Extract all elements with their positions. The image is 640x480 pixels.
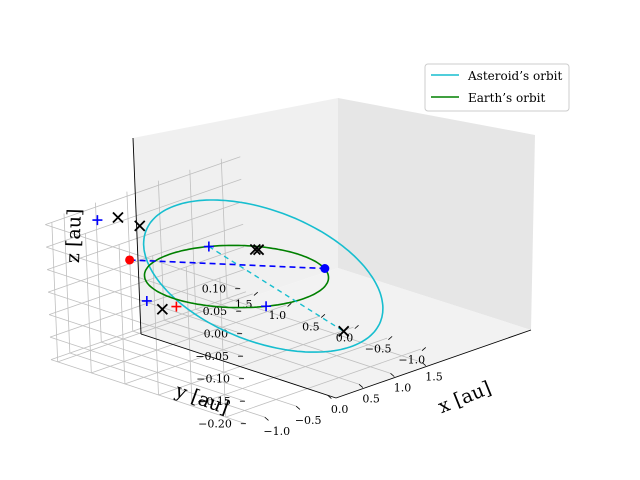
legend-label-asteroid: Asteroid’s orbit	[467, 69, 562, 83]
y-tick-label: 0.5	[302, 320, 320, 333]
plus-marker	[92, 215, 103, 226]
x-axis-ticks: −1.0 −0.5 0.0 0.5 1.0 1.5	[263, 362, 443, 438]
grid-floor-y	[225, 348, 421, 418]
y-tick-mark	[287, 302, 292, 307]
z-tick-label: 0.00	[204, 328, 229, 341]
grid-left-y	[152, 255, 159, 395]
x-tick-label: −0.5	[295, 414, 322, 427]
y-axis-line	[140, 333, 337, 399]
y-tick-label: 1.5	[235, 298, 253, 311]
z-tick-label: 0.05	[203, 305, 228, 318]
grid-left-z	[45, 224, 241, 290]
cross-marker	[156, 303, 168, 315]
y-tick-mark	[421, 347, 426, 352]
x-tick-label: 1.0	[394, 381, 412, 394]
z-axis-label: z [au]	[62, 208, 86, 263]
x-tick-label: −1.0	[263, 425, 290, 438]
cross-marker	[338, 325, 350, 337]
grid-floor-x	[69, 352, 265, 418]
z-tick-label: −0.20	[198, 418, 232, 431]
x-axis-line	[335, 329, 532, 399]
grid-right-x	[157, 180, 165, 321]
grid-floor-x	[101, 341, 297, 407]
z-tick-label: −0.10	[196, 373, 230, 386]
y-tick-mark	[253, 291, 258, 296]
grid-right-z	[45, 156, 241, 225]
cross-marker	[112, 211, 124, 224]
y-tick-mark	[354, 325, 359, 329]
grid-left-y	[51, 222, 59, 362]
legend-label-earth: Earth’s orbit	[468, 91, 545, 105]
x-tick-mark	[295, 405, 301, 410]
grid-left-z	[46, 246, 242, 312]
z-axis-line	[132, 137, 142, 335]
x-tick-mark	[358, 383, 364, 388]
z-tick-label: −0.15	[197, 395, 231, 408]
asteroid-position-dot	[125, 255, 135, 265]
x-tick-label: 1.5	[425, 370, 443, 383]
legend: Asteroid’s orbit Earth’s orbit	[424, 63, 570, 112]
grid-left-z	[49, 336, 246, 402]
plus-marker	[203, 241, 214, 252]
grid-right-x	[63, 213, 71, 354]
grid-floor-x	[226, 297, 423, 363]
plus-marker	[171, 301, 182, 312]
z-tick-label: 0.10	[202, 283, 227, 296]
cross-marker	[249, 243, 261, 256]
orbit-markers	[92, 211, 350, 337]
grid-floor-x	[164, 319, 360, 385]
orbit-asteroid	[142, 199, 384, 353]
grid-right-x	[95, 202, 102, 343]
y-axis-ticks: −1.0−0.50.00.51.01.5	[235, 291, 426, 366]
y-tick-label: 1.0	[269, 309, 287, 322]
y-tick-label: −1.0	[398, 353, 425, 366]
x-tick-mark	[421, 362, 427, 366]
y-tick-mark	[320, 313, 326, 318]
pane-left	[133, 98, 338, 334]
pane-right	[338, 98, 535, 330]
grid-right-x	[189, 169, 197, 310]
grid-left-z	[50, 359, 246, 425]
y-tick-mark	[388, 336, 393, 340]
z-tick-label: −0.05	[195, 350, 229, 363]
grid-left-z	[48, 291, 244, 357]
grid-left-y	[118, 244, 126, 384]
cross-marker	[134, 220, 146, 232]
legend-box	[424, 63, 570, 112]
x-tick-label: 0.0	[331, 403, 349, 416]
x-tick-mark	[327, 394, 332, 399]
grid-left-y	[85, 233, 92, 373]
grid-left-z	[48, 314, 245, 380]
earth-position-dot	[320, 263, 330, 273]
x-tick-mark	[264, 416, 269, 421]
grid-floor-x	[195, 308, 391, 374]
plus-marker	[141, 295, 152, 306]
x-tick-mark	[390, 373, 395, 377]
z-axis-ticks: −0.20 −0.15 −0.10 −0.05 0.00 0.05 0.10	[195, 283, 246, 431]
y-tick-label: −0.5	[365, 342, 392, 355]
line-of-sight-connector	[129, 259, 325, 270]
plus-marker	[261, 301, 272, 312]
x-axis-label: x [au]	[435, 377, 494, 418]
x-tick-label: 0.5	[362, 392, 380, 405]
cross-marker	[252, 244, 265, 256]
grid-right-x	[220, 158, 228, 299]
